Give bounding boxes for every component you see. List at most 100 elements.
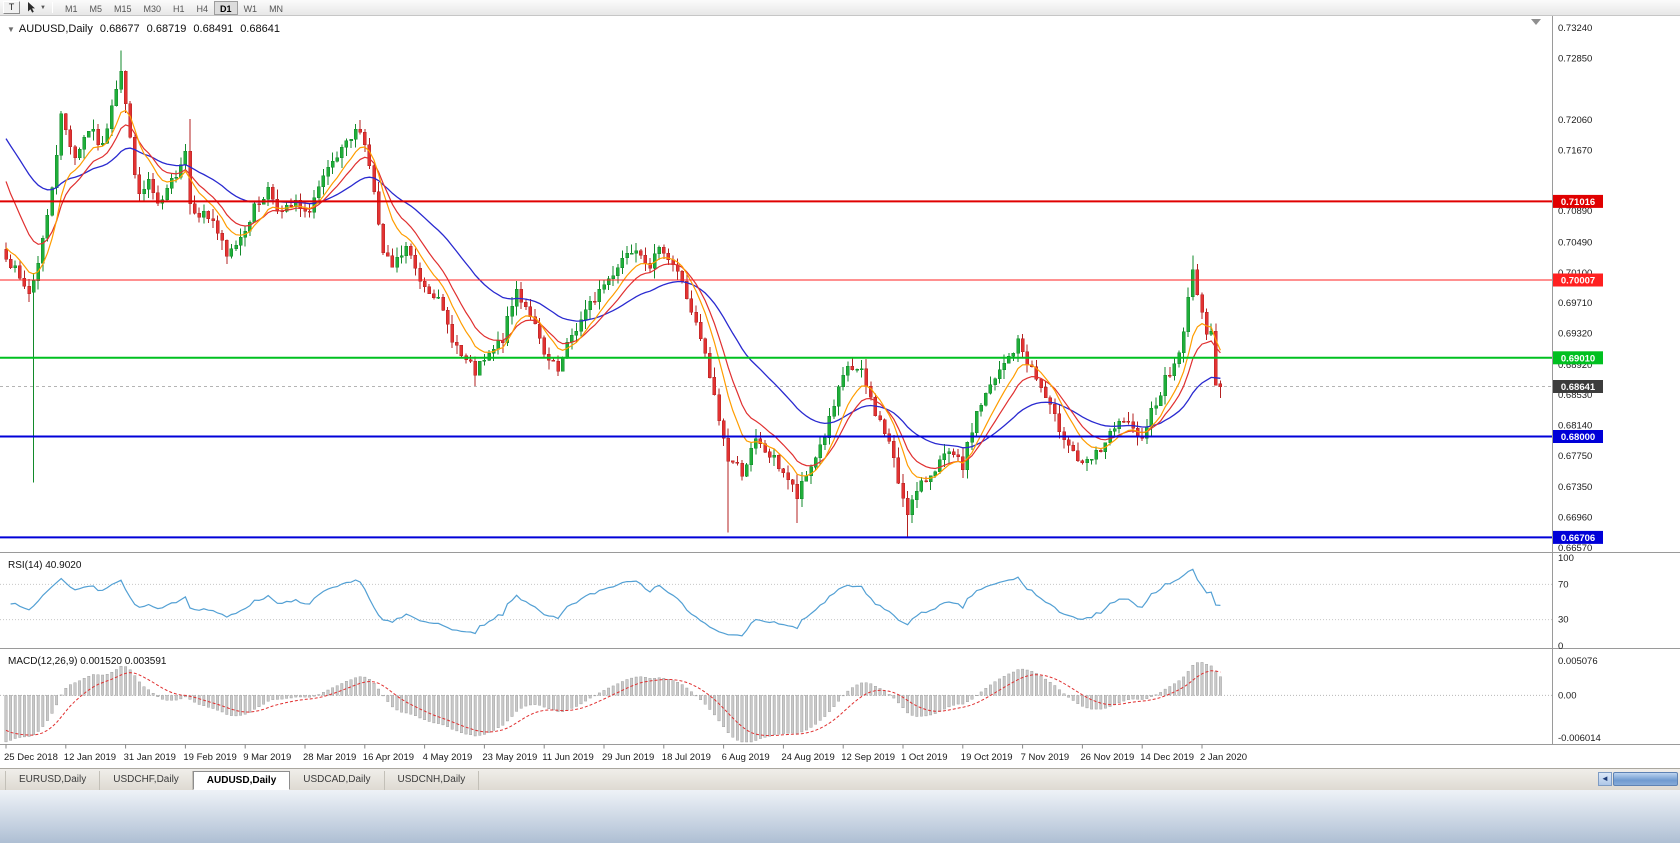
price-tick: 0.68920 [1558,360,1592,371]
symbol-period-label: AUDUSD,Daily [18,23,93,35]
rsi-tick: 0 [1558,641,1563,652]
date-tick-label: 25 Dec 2018 [4,752,58,763]
current-price-badge-label: 0.68641 [1561,382,1596,393]
toolbar: T ▼ M1 M5 M15 M30 H1 H4 D1 W1 MN [0,0,1680,16]
chart-shift-marker[interactable] [1531,19,1541,25]
low-value: 0.68491 [193,23,234,35]
close-value: 0.68641 [240,23,280,35]
chart-tab-bar: EURUSD,Daily USDCHF,Daily AUDUSD,Daily USDC… [0,768,1680,790]
ohlc-header: ▼ AUDUSD,Daily 0.68677 0.68719 0.68491 0… [7,23,280,35]
toolbar-divider [51,2,53,13]
date-tick-label: 28 Mar 2019 [303,752,356,763]
price-badges[interactable]: 0.71016 0.70007 0.69010 0.68000 0.66706 0.686… [1553,194,1603,544]
rsi-panel[interactable]: 100 70 30 0 [0,553,1574,652]
tf-button-h1[interactable]: H1 [173,3,185,14]
cursor-icon [28,2,35,13]
level-badge-0.71016-label: 0.71016 [1561,197,1595,208]
date-tick-label: 7 Nov 2019 [1021,752,1070,763]
axes [0,16,1680,745]
tf-button-d1[interactable]: D1 [214,0,238,15]
date-tick-label: 26 Nov 2019 [1080,752,1134,763]
date-tick-label: 19 Oct 2019 [961,752,1013,763]
rsi-tick: 30 [1558,615,1569,626]
price-axis[interactable]: 0.73240 0.72850 0.72060 0.71670 0.70890 0.704… [1558,23,1592,554]
tab-eurusd-daily[interactable]: EURUSD,Daily [5,771,101,790]
rsi-tick: 70 [1558,579,1569,590]
price-tick: 0.67350 [1558,482,1592,493]
scroll-thumb[interactable] [1613,772,1678,786]
price-tick: 0.68530 [1558,390,1592,401]
current-price-badge[interactable] [1553,380,1603,393]
timeframe-buttons: M1 M5 M15 M30 H1 H4 D1 W1 MN [59,0,289,15]
price-tick: 0.66960 [1558,513,1592,524]
tab-audusd-daily[interactable]: AUDUSD,Daily [192,771,291,790]
price-tick: 0.72850 [1558,53,1592,64]
date-tick-label: 18 Jul 2019 [662,752,711,763]
level-badge-0.70007[interactable] [1553,273,1603,287]
chart-area: RSI(14) 40.9020 MACD(12,26,9) 0.001520 0… [0,16,1680,768]
level-badge-0.66706-label: 0.66706 [1561,533,1595,544]
rsi-tick: 100 [1558,553,1574,564]
level-badge-0.66706[interactable] [1553,530,1603,544]
price-tick: 0.69710 [1558,298,1592,309]
tf-button-w1[interactable]: W1 [243,3,258,14]
level-badge-0.70007-label: 0.70007 [1561,276,1595,287]
tf-button-m5[interactable]: M5 [89,3,102,14]
open-value: 0.68677 [99,23,140,35]
date-tick-label: 9 Mar 2019 [243,752,291,763]
date-tick-label: 2 Jan 2020 [1200,752,1247,763]
date-tick-label: 12 Sep 2019 [841,752,895,763]
cursor-tool-dropdown[interactable]: ▼ [27,2,46,13]
date-tick-label: 31 Jan 2019 [124,752,176,763]
price-tick: 0.66570 [1558,543,1592,554]
level-badge-0.69010[interactable] [1553,351,1603,365]
price-tick: 0.67750 [1558,451,1592,462]
macd-tick: -0.006014 [1558,733,1601,744]
tf-button-h4[interactable]: H4 [196,3,209,14]
tf-button-m15[interactable]: M15 [113,3,132,14]
price-tick: 0.70100 [1558,268,1592,279]
tab-usdcnh-daily[interactable]: USDCNH,Daily [385,771,480,790]
tf-button-mn[interactable]: MN [269,3,284,14]
scroll-left-icon[interactable]: ◄ [1598,772,1612,786]
macd-panel[interactable]: 0.005076 0.00 -0.006014 [0,656,1601,744]
price-tick: 0.68140 [1558,421,1592,432]
status-strip [0,790,1680,843]
macd-tick: 0.005076 [1558,656,1598,667]
date-tick-label: 1 Oct 2019 [901,752,947,763]
price-tick: 0.69320 [1558,329,1592,340]
price-tick: 0.70890 [1558,206,1592,217]
tab-usdchf-daily[interactable]: USDCHF,Daily [100,771,193,790]
high-value: 0.68719 [146,23,187,35]
level-badge-0.71016[interactable] [1553,194,1603,208]
ma-slow-line [5,138,1221,449]
ma-mid-line [5,124,1221,470]
date-tick-label: 14 Dec 2019 [1140,752,1194,763]
date-tick-label: 4 May 2019 [423,752,473,763]
price-chart[interactable]: RSI(14) 40.9020 MACD(12,26,9) 0.001520 0… [0,16,1680,768]
date-tick-label: 6 Aug 2019 [722,752,770,763]
price-tick: 0.70490 [1558,237,1592,248]
date-axis[interactable]: 25 Dec 2018 12 Jan 2019 31 Jan 2019 19 Feb … [4,744,1247,764]
date-tick-label: 16 Apr 2019 [363,752,414,763]
tab-usdcad-daily[interactable]: USDCAD,Daily [290,771,385,790]
tf-button-m1[interactable]: M1 [64,3,78,14]
rsi-label: RSI(14) 40.9020 [8,560,82,571]
level-badge-0.68000[interactable] [1553,430,1603,443]
tf-button-m30[interactable]: M30 [143,3,162,14]
level-badge-0.68000-label: 0.68000 [1561,432,1595,443]
moving-averages [5,109,1221,480]
date-tick-label: 24 Aug 2019 [781,752,834,763]
macd-tick: 0.00 [1558,690,1577,701]
price-tick: 0.71670 [1558,145,1592,156]
rsi-line [10,568,1221,637]
text-tool-button[interactable]: T [3,1,20,14]
collapse-arrow-icon[interactable]: ▼ [7,24,15,34]
macd-label: MACD(12,26,9) 0.001520 0.003591 [8,656,167,667]
macd-signal-line [5,670,1221,737]
date-tick-label: 29 Jun 2019 [602,752,654,763]
horizontal-scrollbar[interactable]: ◄ [1598,771,1678,787]
date-tick-label: 11 Jun 2019 [542,752,594,763]
horizontal-level-lines[interactable] [0,200,1553,539]
level-badge-0.69010-label: 0.69010 [1561,353,1595,364]
